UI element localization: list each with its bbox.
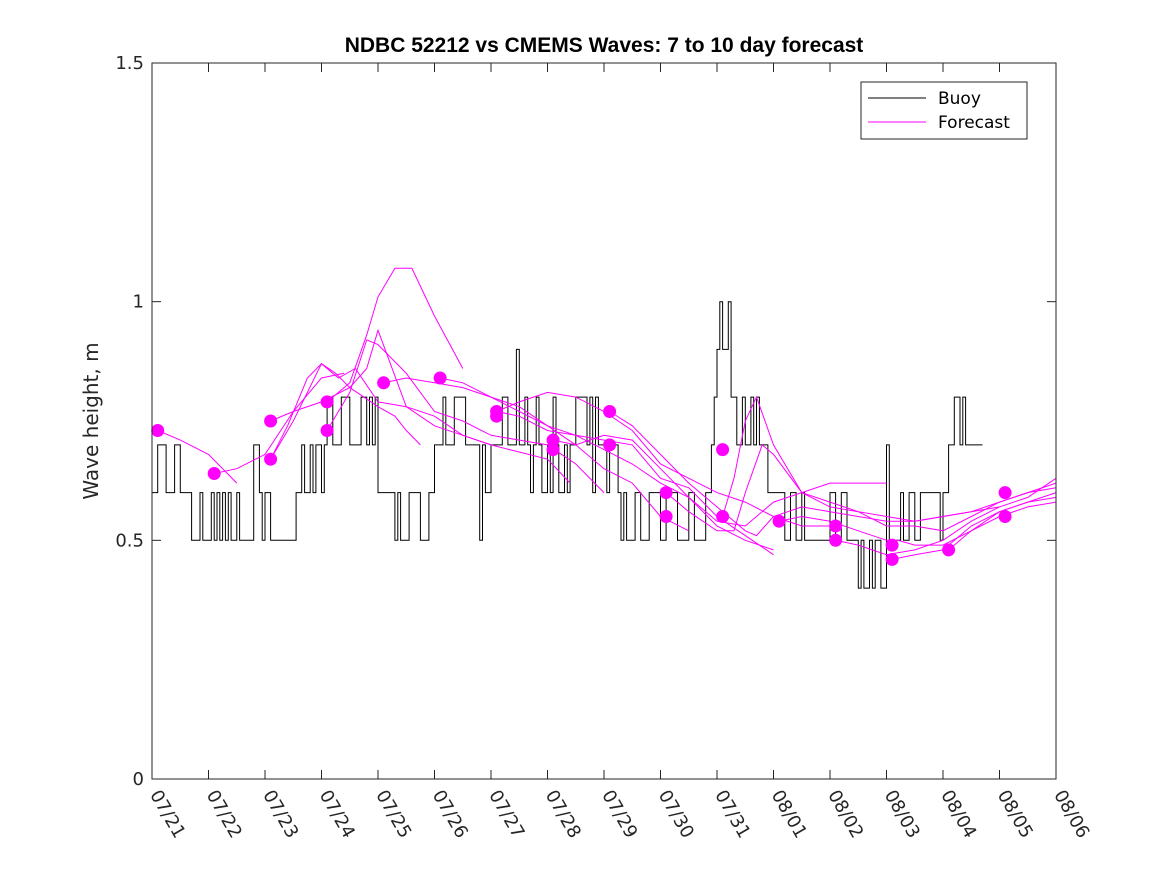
forecast-start-marker <box>264 452 278 466</box>
chart-title: NDBC 52212 vs CMEMS Waves: 7 to 10 day f… <box>345 34 864 57</box>
x-tick-label: 08/02 <box>823 787 867 842</box>
forecast-line-17 <box>835 477 1057 556</box>
forecast-line-8 <box>383 377 690 532</box>
x-tick-label: 07/22 <box>202 787 246 842</box>
y-tick-label: 0.5 <box>115 530 144 551</box>
forecast-series <box>157 267 1057 560</box>
x-tick-label: 08/06 <box>1049 787 1093 842</box>
forecast-start-marker <box>942 543 956 557</box>
forecast-start-marker <box>998 510 1012 523</box>
forecast-line-5 <box>270 328 571 484</box>
x-tick-label: 07/23 <box>258 787 302 842</box>
legend: Buoy Forecast <box>860 81 1028 140</box>
forecast-start-marker <box>716 510 730 523</box>
forecast-start-marker <box>772 514 786 528</box>
y-tick-label: 0 <box>133 769 144 790</box>
forecast-start-marker <box>603 438 617 452</box>
forecast-start-marker <box>490 409 504 423</box>
legend-box <box>860 81 1028 140</box>
forecast-line-6 <box>326 267 464 403</box>
buoy-series <box>152 301 983 589</box>
legend-forecast-label: Forecast <box>938 113 1010 133</box>
legend-buoy-label: Buoy <box>938 89 981 109</box>
forecast-line-4 <box>270 362 492 460</box>
forecast-line-12 <box>552 434 887 527</box>
x-tick-label: 07/27 <box>484 787 528 842</box>
x-tick-label: 07/29 <box>597 787 641 842</box>
forecast-line-18 <box>891 496 1057 560</box>
x-tick-label: 08/03 <box>880 787 924 842</box>
forecast-markers <box>151 371 1012 566</box>
x-tick-label: 07/25 <box>371 787 415 842</box>
forecast-start-marker <box>998 486 1012 500</box>
forecast-start-marker <box>377 376 391 390</box>
x-tick-label: 07/26 <box>428 787 472 842</box>
forecast-start-marker <box>433 371 447 385</box>
forecast-start-marker <box>659 510 673 523</box>
x-tick-label: 07/30 <box>654 787 698 842</box>
forecast-line-15 <box>722 395 1057 532</box>
forecast-start-marker <box>829 519 843 533</box>
x-tick-label: 07/21 <box>145 787 189 842</box>
forecast-start-marker <box>207 467 221 480</box>
y-tick-label: 1.5 <box>115 53 144 74</box>
forecast-start-marker <box>659 486 673 500</box>
forecast-line-1 <box>157 430 238 484</box>
forecast-start-marker <box>885 552 899 566</box>
y-axis-label: Wave height, m <box>79 342 103 499</box>
forecast-start-marker <box>885 538 899 552</box>
forecast-line-9 <box>439 377 774 551</box>
forecast-start-marker <box>716 443 730 457</box>
x-tick-label: 07/31 <box>710 787 754 842</box>
forecast-start-marker <box>320 395 334 409</box>
forecast-start-marker <box>603 405 617 418</box>
forecast-start-marker <box>151 424 165 437</box>
forecast-line-2 <box>214 372 345 474</box>
buoy-line <box>152 301 983 589</box>
x-tick-label: 07/28 <box>541 787 585 842</box>
plot-area <box>152 63 1056 779</box>
x-tick-label: 08/05 <box>993 787 1037 842</box>
forecast-start-marker <box>264 414 278 428</box>
x-tick-label: 08/04 <box>936 787 980 842</box>
x-tick-label: 07/24 <box>315 787 359 842</box>
x-tick-label: 08/01 <box>767 787 811 842</box>
forecast-start-marker <box>320 424 334 437</box>
forecast-start-marker <box>829 533 843 547</box>
forecast-start-marker <box>546 433 560 447</box>
y-tick-label: 1 <box>133 292 144 313</box>
forecast-line-14 <box>665 444 1057 532</box>
forecast-start-marker <box>546 443 560 457</box>
